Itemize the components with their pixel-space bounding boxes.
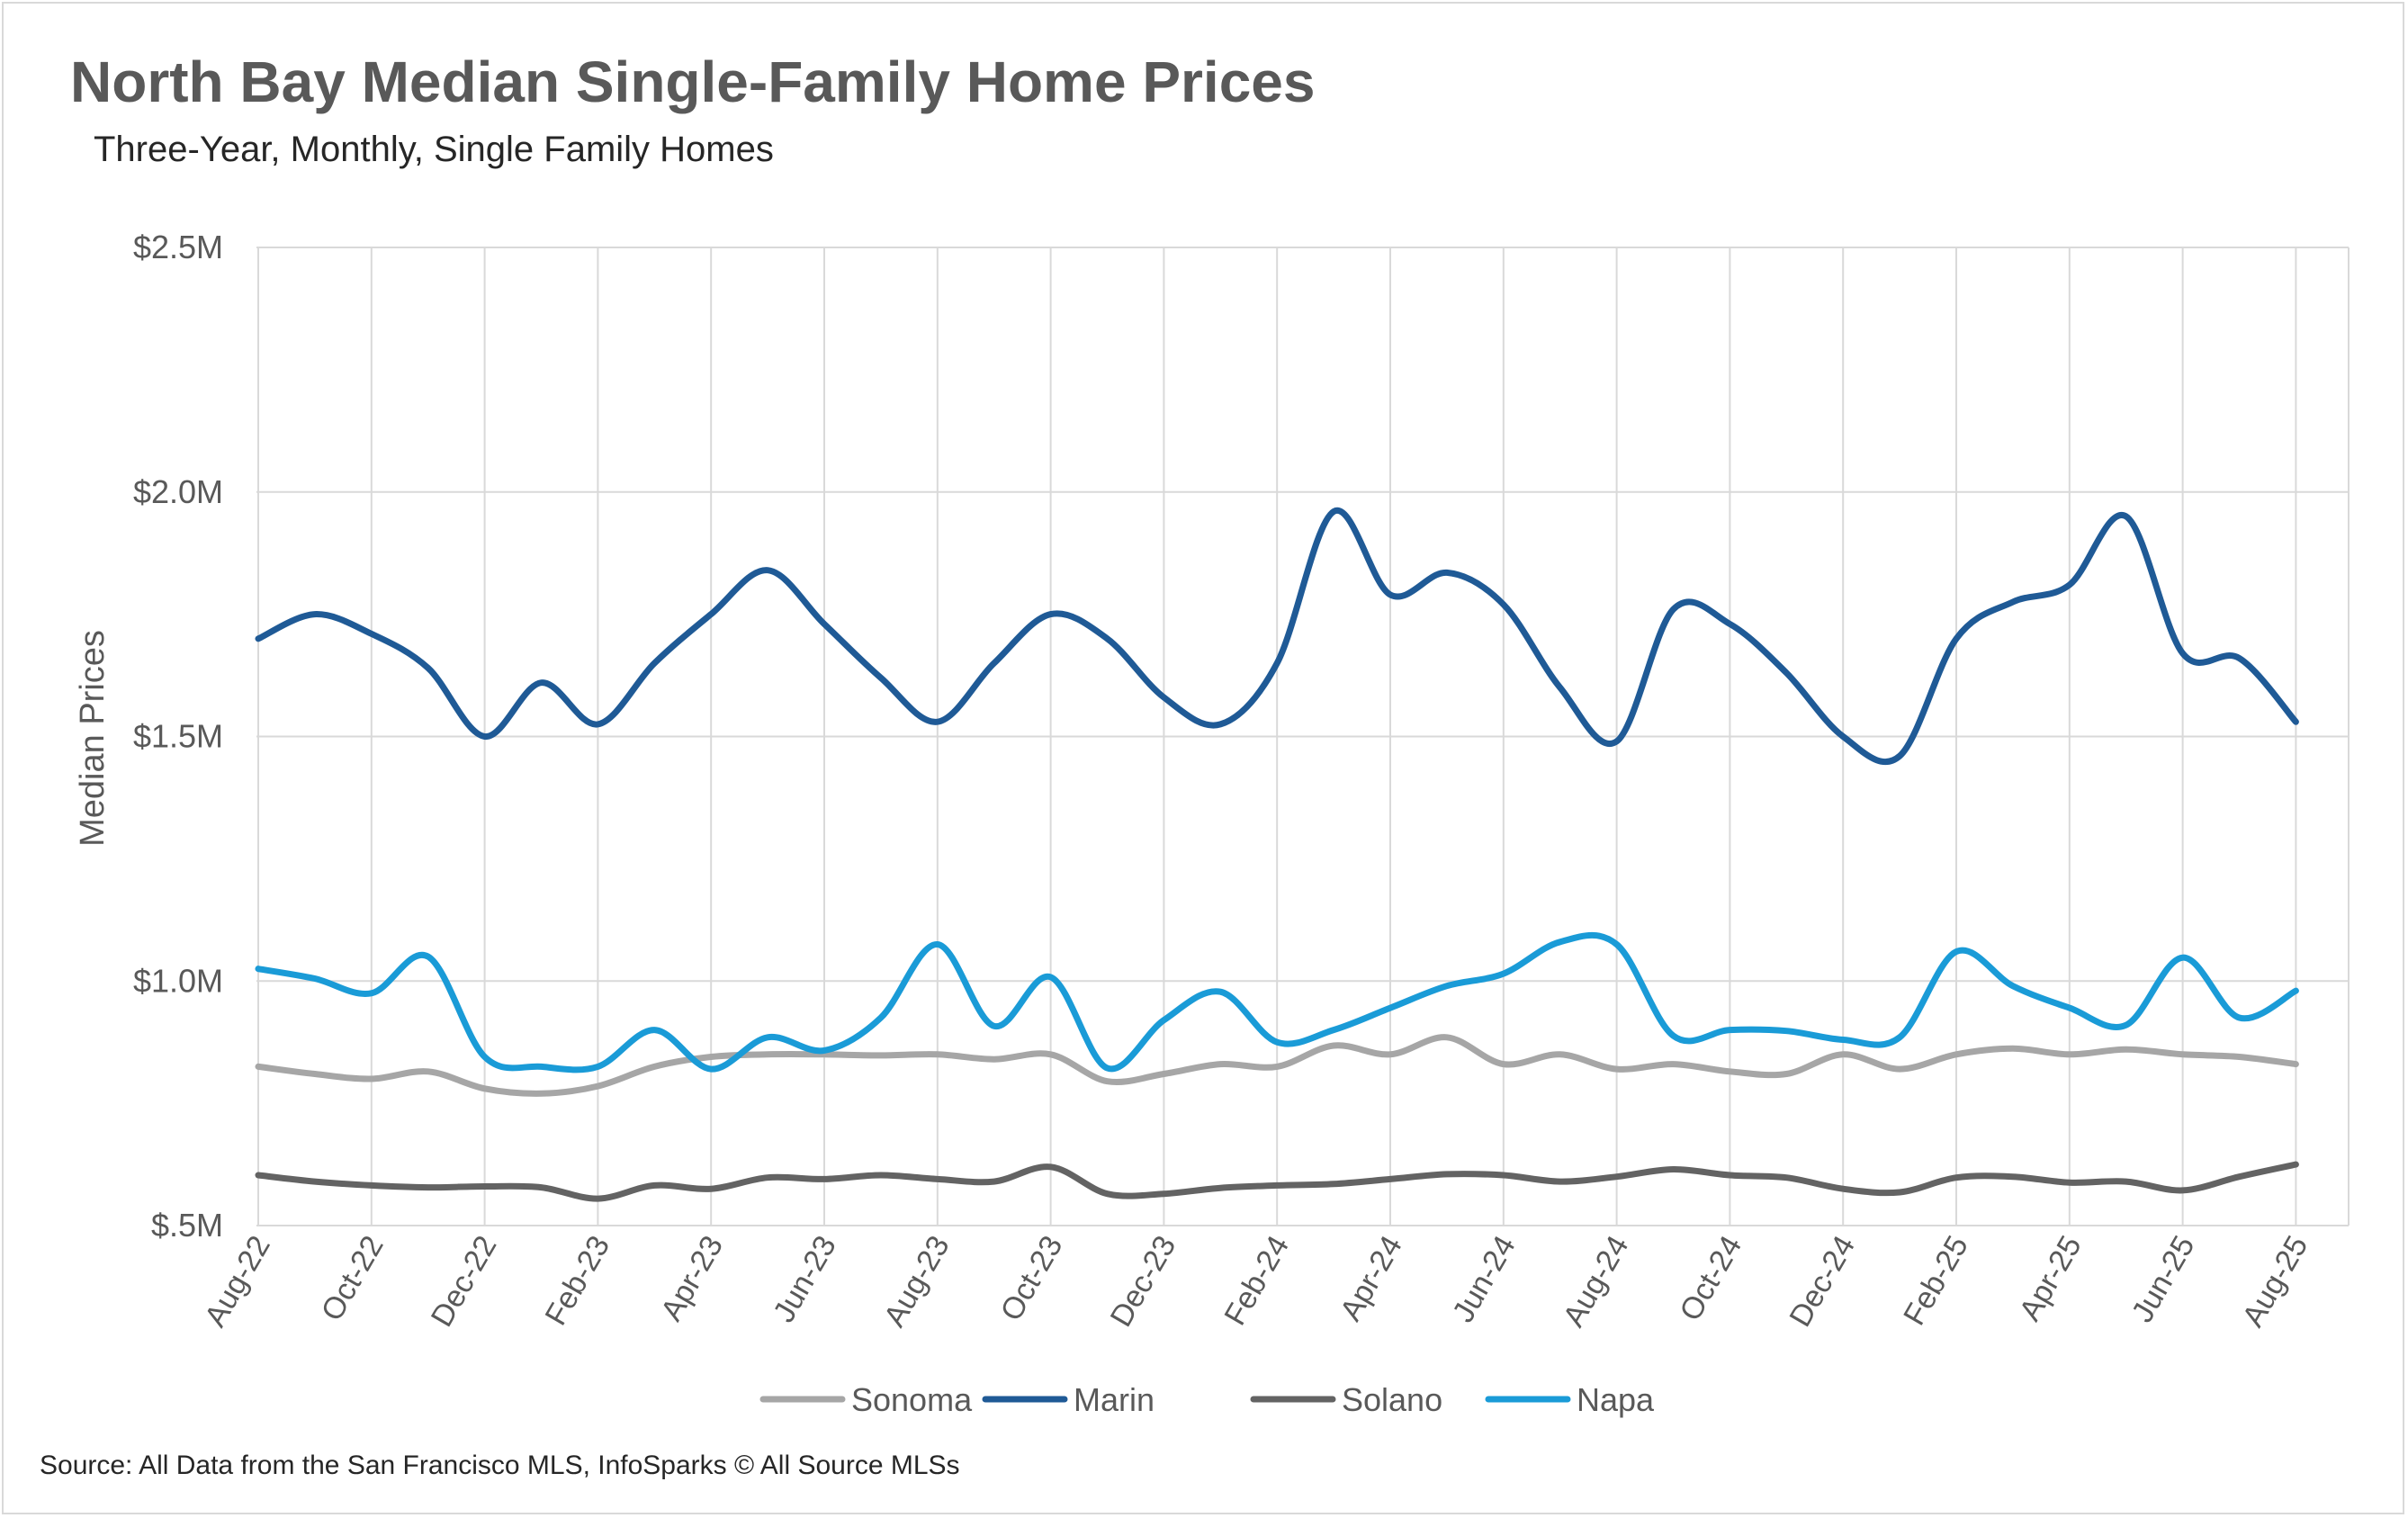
x-tick-label: Oct-24 <box>1673 1230 1748 1326</box>
legend-label: Marin <box>1074 1381 1155 1418</box>
x-tick-label: Feb-25 <box>1897 1230 1975 1331</box>
x-tick-label: Jun-25 <box>2125 1230 2202 1328</box>
series-line-sonoma <box>255 1034 2299 1097</box>
legend: Sonoma Marin Solano Napa <box>759 1381 1655 1418</box>
x-tick-label: Dec-22 <box>425 1230 504 1333</box>
x-tick-label: Apr-23 <box>654 1230 730 1326</box>
y-tick-label: $2.5M <box>133 229 223 265</box>
x-tick-label: Feb-23 <box>539 1230 617 1331</box>
x-tick-label: Aug-24 <box>1557 1230 1636 1333</box>
series-line-napa <box>255 931 2299 1073</box>
x-tick-label: Aug-23 <box>877 1230 957 1333</box>
series-line-solano <box>255 1161 2299 1202</box>
source-note: Source: All Data from the San Francisco … <box>40 1451 960 1480</box>
x-tick-label: Aug-25 <box>2236 1230 2315 1333</box>
series-line-marin <box>255 507 2299 765</box>
y-tick-label: $1.5M <box>133 718 223 755</box>
legend-label: Solano <box>1342 1381 1442 1418</box>
x-tick-label: Oct-22 <box>315 1230 391 1326</box>
chart-title: North Bay Median Single-Family Home Pric… <box>70 49 1316 114</box>
x-tick-label: Jun-24 <box>1446 1230 1523 1328</box>
y-tick-label: $2.0M <box>133 473 223 510</box>
gridlines <box>256 247 2350 1226</box>
x-tick-label: Dec-23 <box>1104 1230 1183 1333</box>
legend-label: Sonoma <box>851 1381 973 1418</box>
x-tick-label: Feb-24 <box>1217 1230 1296 1331</box>
series-lines <box>255 507 2299 1202</box>
x-tick-label: Jun-23 <box>767 1230 843 1328</box>
chart-subtitle: Three-Year, Monthly, Single Family Homes <box>94 130 774 169</box>
x-axis-ticks: Aug-22 Oct-22 Dec-22 Feb-23 Apr-23 Jun-23 Aug-… <box>198 1230 2314 1333</box>
legend-item-napa: Napa <box>1485 1381 1655 1418</box>
x-tick-label: Apr-25 <box>2013 1230 2089 1326</box>
y-tick-label: $.5M <box>151 1207 223 1244</box>
x-tick-label: Aug-22 <box>198 1230 277 1333</box>
legend-item-sonoma: Sonoma <box>759 1381 973 1418</box>
x-tick-label: Oct-23 <box>994 1230 1070 1326</box>
y-axis-ticks: $.5M $1.0M $1.5M $2.0M $2.5M <box>133 229 223 1244</box>
legend-item-marin: Marin <box>982 1381 1155 1418</box>
legend-item-solano: Solano <box>1250 1381 1442 1418</box>
y-axis-label: Median Prices <box>74 630 112 847</box>
x-tick-label: Apr-24 <box>1334 1230 1409 1326</box>
legend-label: Napa <box>1577 1381 1655 1418</box>
y-tick-label: $1.0M <box>133 962 223 999</box>
x-tick-label: Dec-24 <box>1783 1230 1862 1333</box>
